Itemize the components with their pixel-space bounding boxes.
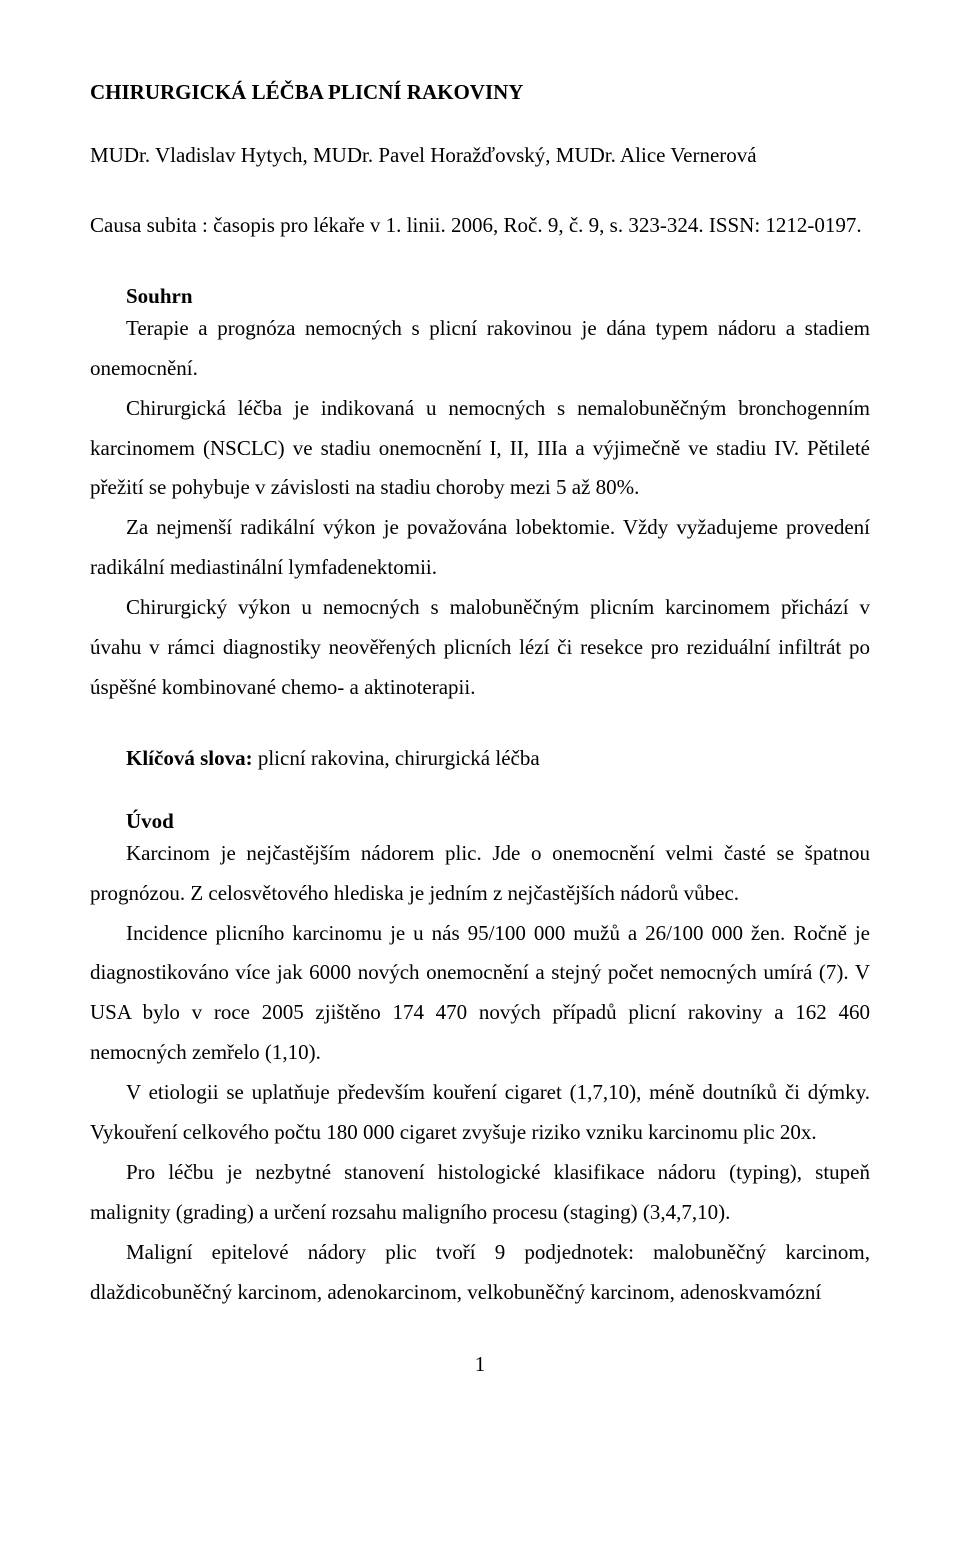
abstract-paragraph: Za nejmenší radikální výkon je považován… [90, 508, 870, 588]
abstract-paragraph: Chirurgický výkon u nemocných s malobuně… [90, 588, 870, 708]
intro-paragraph: Maligní epitelové nádory plic tvoří 9 po… [90, 1233, 870, 1313]
document-citation: Causa subita : časopis pro lékaře v 1. l… [90, 206, 870, 246]
keywords-line: Klíčová slova: plicní rakovina, chirurgi… [90, 746, 870, 771]
document-title: CHIRURGICKÁ LÉČBA PLICNÍ RAKOVINY [90, 80, 870, 105]
abstract-paragraph: Chirurgická léčba je indikovaná u nemocn… [90, 389, 870, 509]
intro-heading: Úvod [90, 809, 870, 834]
intro-paragraph: Karcinom je nejčastějším nádorem plic. J… [90, 834, 870, 914]
abstract-section: Souhrn Terapie a prognóza nemocných s pl… [90, 284, 870, 708]
intro-paragraph: Pro léčbu je nezbytné stanovení histolog… [90, 1153, 870, 1233]
document-authors: MUDr. Vladislav Hytych, MUDr. Pavel Hora… [90, 143, 870, 168]
keywords-text: plicní rakovina, chirurgická léčba [253, 746, 540, 770]
abstract-paragraph: Terapie a prognóza nemocných s plicní ra… [90, 309, 870, 389]
abstract-heading: Souhrn [90, 284, 870, 309]
intro-section: Úvod Karcinom je nejčastějším nádorem pl… [90, 809, 870, 1313]
document-page: CHIRURGICKÁ LÉČBA PLICNÍ RAKOVINY MUDr. … [0, 0, 960, 1437]
page-number: 1 [90, 1352, 870, 1377]
intro-paragraph: Incidence plicního karcinomu je u nás 95… [90, 914, 870, 1074]
keywords-label: Klíčová slova: [126, 746, 253, 770]
intro-paragraph: V etiologii se uplatňuje především kouře… [90, 1073, 870, 1153]
